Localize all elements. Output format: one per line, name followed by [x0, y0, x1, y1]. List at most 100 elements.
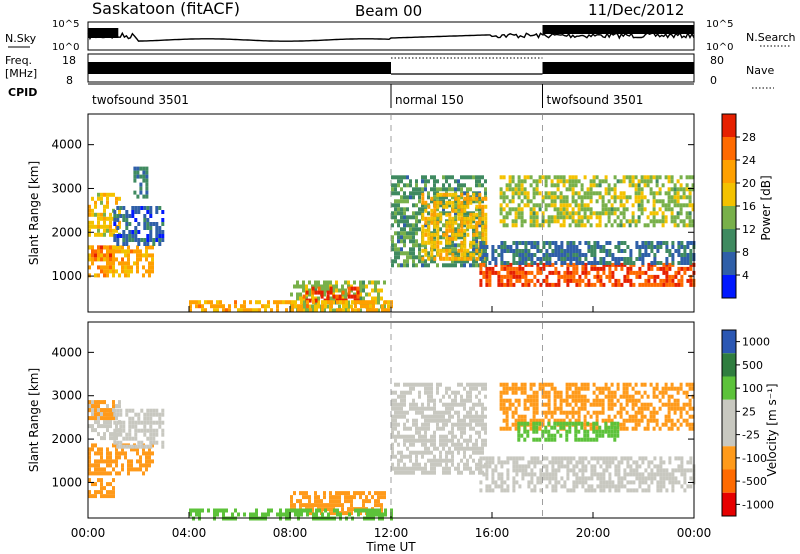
heatmap-cell: [676, 215, 680, 220]
heatmap-cell: [611, 480, 615, 485]
heatmap-cell: [342, 300, 345, 305]
heatmap-cell: [661, 211, 665, 216]
heatmap-cell: [228, 304, 231, 309]
heatmap-cell: [323, 495, 326, 500]
heatmap-cell: [454, 394, 457, 399]
heatmap-cell: [505, 398, 509, 403]
heatmap-cell: [571, 183, 575, 188]
heatmap-cell: [508, 211, 512, 216]
heatmap-cell: [481, 446, 484, 451]
heatmap-cell: [128, 408, 132, 413]
heatmap-cell: [127, 257, 130, 262]
heatmap-cell: [571, 195, 575, 200]
heatmap-cell: [97, 400, 100, 405]
heatmap-cell: [575, 484, 579, 489]
heatmap-cell: [139, 253, 142, 258]
heatmap-cell: [436, 228, 440, 233]
heatmap-cell: [94, 400, 97, 405]
heatmap-cell: [637, 191, 641, 196]
heatmap-cell: [625, 390, 629, 395]
heatmap-cell: [403, 207, 406, 212]
heatmap-cell: [638, 472, 642, 477]
heatmap-cell: [655, 183, 659, 188]
heatmap-cell: [689, 282, 693, 287]
heatmap-cell: [409, 382, 412, 387]
heatmap-cell: [629, 472, 633, 477]
heatmap-cell: [500, 245, 504, 249]
heatmap-cell: [369, 300, 372, 305]
heatmap-cell: [575, 266, 579, 271]
heatmap-cell: [686, 460, 690, 465]
heatmap-cell: [430, 438, 433, 443]
heatmap-cell: [394, 398, 397, 403]
heatmap-cell: [538, 179, 542, 184]
heatmap-cell: [445, 256, 449, 261]
heatmap-cell: [421, 256, 425, 261]
heatmap-cell: [668, 460, 672, 465]
heatmap-cell: [685, 215, 689, 220]
heatmap-cell: [638, 253, 642, 257]
heatmap-cell: [505, 203, 509, 208]
heatmap-cell: [572, 464, 576, 469]
heatmap-cell: [535, 390, 539, 395]
heatmap-cell: [397, 462, 400, 467]
heatmap-cell: [659, 278, 663, 283]
heatmap-cell: [100, 467, 103, 472]
heatmap-cell: [680, 257, 684, 261]
heatmap-cell: [613, 195, 617, 200]
heatmap-cell: [457, 232, 461, 237]
heatmap-cell: [436, 386, 439, 391]
heatmap-cell: [586, 207, 590, 212]
heatmap-cell: [634, 219, 638, 224]
heatmap-cell: [634, 187, 638, 192]
heatmap-cell: [100, 455, 103, 460]
heatmap-cell: [91, 494, 94, 499]
heatmap-cell: [424, 390, 427, 395]
heatmap-cell: [106, 494, 109, 499]
heatmap-cell: [418, 207, 421, 212]
heatmap-cell: [362, 296, 365, 301]
heatmap-cell: [391, 462, 394, 467]
heatmap-cell: [279, 508, 282, 513]
heatmap-cell: [394, 219, 397, 224]
heatmap-cell: [640, 195, 644, 200]
heatmap-cell: [562, 207, 566, 212]
heatmap-cell: [406, 175, 409, 180]
heatmap-cell: [374, 288, 377, 293]
nsky-line: [87, 31, 695, 42]
heatmap-cell: [412, 259, 415, 264]
heatmap-cell: [578, 282, 582, 287]
heatmap-cell: [409, 215, 412, 220]
heatmap-cell: [571, 410, 575, 415]
heatmap-cell: [517, 215, 521, 220]
heatmap-cell: [94, 273, 97, 278]
heatmap-cell: [629, 468, 633, 473]
heatmap-cell: [673, 199, 677, 204]
heatmap-cell: [329, 507, 332, 512]
heatmap-cell: [119, 440, 123, 445]
heatmap-cell: [577, 421, 581, 426]
colorbar-swatch: [722, 492, 736, 516]
heatmap-cell: [128, 424, 132, 429]
heatmap-cell: [109, 249, 112, 254]
heatmap-cell: [113, 408, 117, 413]
heatmap-cell: [394, 215, 397, 220]
heatmap-cell: [508, 406, 512, 411]
heatmap-cell: [421, 196, 425, 201]
heatmap-cell: [430, 386, 433, 391]
heatmap-cell: [94, 471, 97, 476]
heatmap-cell: [548, 460, 552, 465]
heatmap-cell: [371, 296, 374, 301]
heatmap-cell: [457, 228, 461, 233]
heatmap-cell: [302, 503, 305, 508]
heatmap-cell: [143, 412, 147, 417]
heatmap-cell: [610, 406, 614, 411]
heatmap-cell: [145, 253, 148, 258]
heatmap-cell: [276, 304, 279, 309]
colorbar-tick-label: -25: [742, 429, 760, 442]
heatmap-cell: [485, 488, 489, 493]
heatmap-cell: [442, 232, 446, 237]
heatmap-cell: [566, 464, 570, 469]
heatmap-cell: [445, 406, 448, 411]
heatmap-cell: [596, 274, 600, 279]
